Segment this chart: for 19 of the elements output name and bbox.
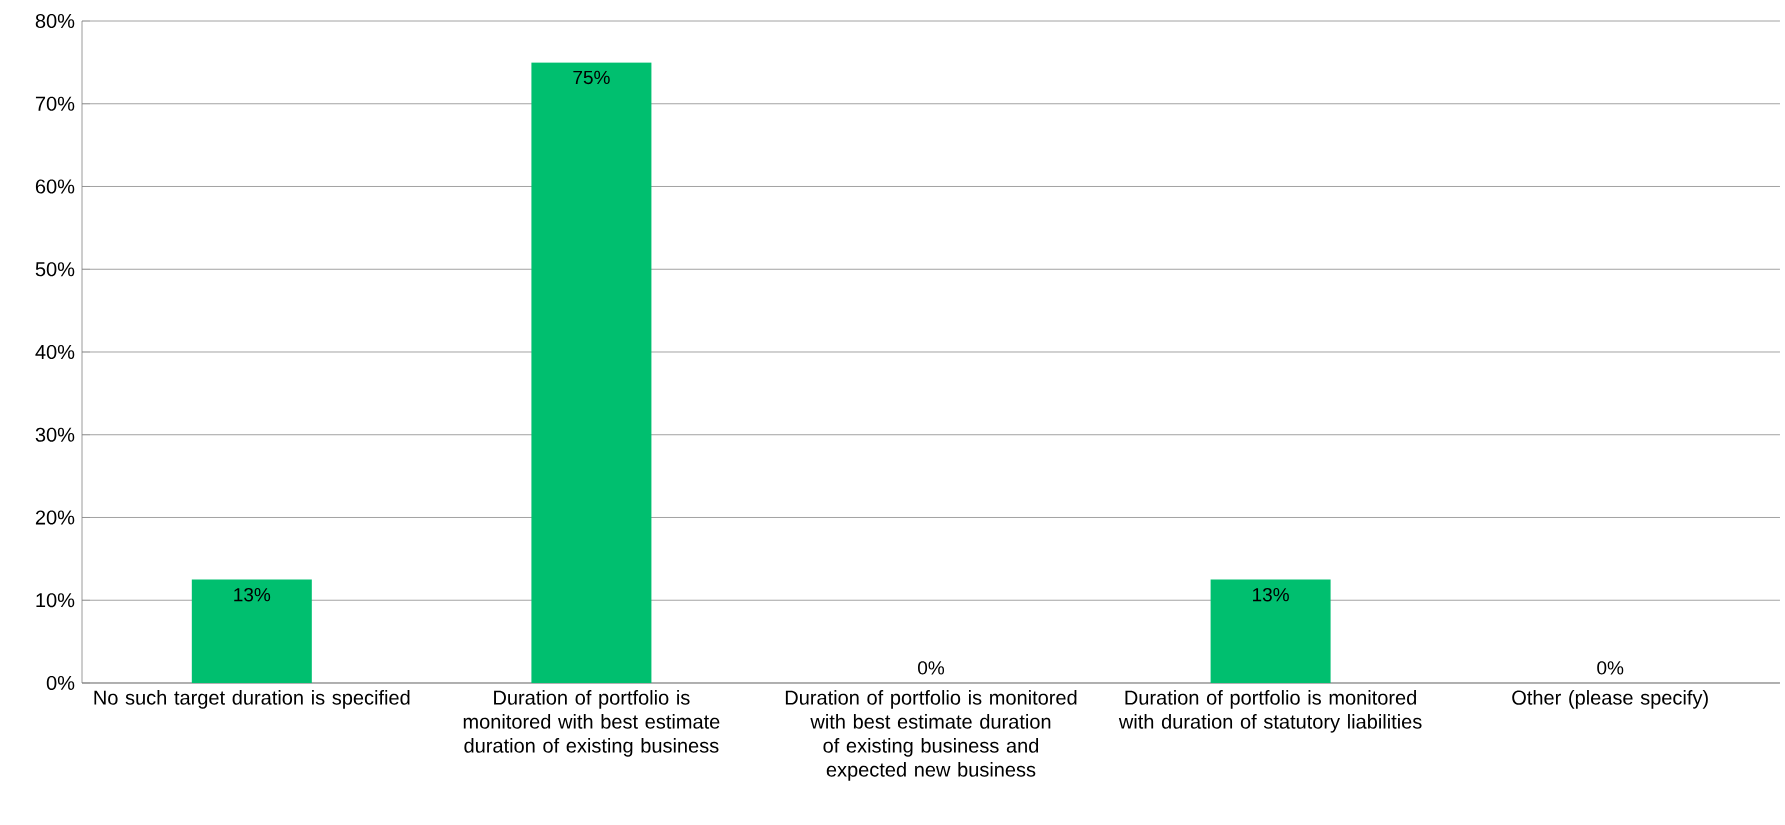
data-label: 0%	[918, 661, 945, 675]
y-tick-label: 20%	[35, 510, 75, 525]
x-tick-label: No such target duration is specified	[94, 690, 410, 709]
y-tick-label: 30%	[35, 427, 75, 442]
y-tick-label: 40%	[35, 344, 75, 360]
x-tick-label: Duration of portfolio is monitored with best estimate duration of existing business	[463, 690, 720, 757]
x-tick-label: Duration of portfolio is monitored with best estimate duration of existing business and expected new business	[785, 690, 1077, 781]
x-tick-label: Duration of portfolio is monitored with duration of statutory liabilities	[1118, 690, 1422, 733]
y-tick-label: 50%	[35, 262, 75, 277]
x-tick-label: Other (please specify)	[1512, 690, 1708, 709]
data-label: 13%	[1253, 587, 1289, 602]
y-tick-label: 10%	[36, 593, 75, 608]
y-tick-label: 80%	[35, 13, 75, 29]
y-tick-label: 0%	[46, 675, 75, 691]
data-label: 0%	[1597, 661, 1624, 675]
y-tick-label: 60%	[35, 179, 75, 194]
y-tick-label: 70%	[35, 96, 75, 111]
data-label: 75%	[573, 70, 610, 85]
data-label: 13%	[234, 587, 271, 602]
